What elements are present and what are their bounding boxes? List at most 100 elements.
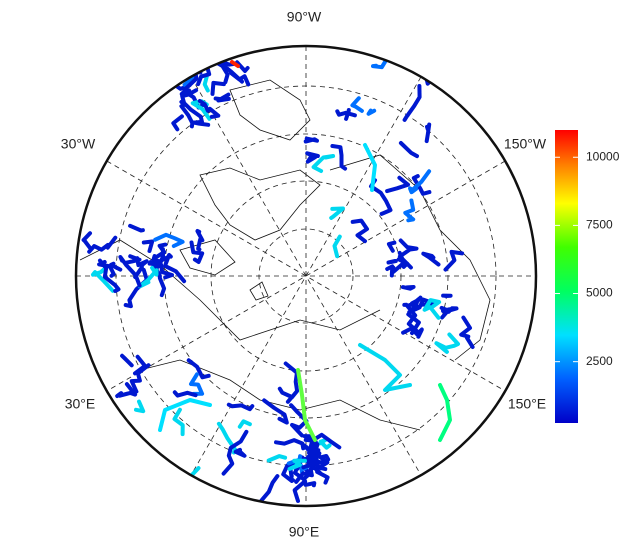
river (305, 151, 320, 164)
river (262, 398, 289, 425)
river (118, 255, 142, 288)
map-border (74, 44, 538, 508)
river (172, 390, 198, 398)
rivers (81, 54, 475, 506)
river (344, 108, 351, 121)
river (172, 407, 185, 437)
river (411, 174, 432, 196)
river (163, 253, 187, 284)
river (171, 114, 184, 132)
river (202, 74, 210, 93)
river (195, 229, 205, 252)
river (189, 372, 205, 396)
river (289, 403, 309, 438)
river (213, 92, 231, 103)
river (335, 109, 357, 118)
river (120, 353, 134, 368)
meridian (106, 160, 506, 392)
river (154, 258, 167, 298)
river (385, 264, 395, 278)
river (424, 122, 432, 144)
river (186, 358, 211, 380)
river (421, 251, 441, 267)
river (371, 54, 391, 70)
river (386, 240, 397, 253)
river (169, 62, 184, 72)
river (133, 256, 149, 280)
longitude-label: 150°W (504, 136, 547, 152)
river (123, 254, 142, 265)
river (287, 458, 307, 471)
river (434, 332, 460, 354)
river (438, 383, 452, 442)
colorbar (555, 130, 578, 423)
river (147, 247, 165, 266)
river (98, 258, 121, 293)
river (233, 447, 247, 458)
river (408, 169, 432, 195)
river (274, 438, 306, 451)
river (266, 454, 288, 463)
river (332, 234, 342, 259)
river (441, 293, 453, 299)
river (153, 232, 185, 248)
river (158, 398, 212, 432)
river (189, 240, 205, 264)
river (311, 154, 336, 173)
river (350, 218, 369, 244)
river (386, 259, 398, 265)
colorbar-ticks: 2500 5000 7500 10000 (555, 149, 620, 368)
river (400, 285, 416, 291)
river (277, 386, 294, 404)
colorbar-tick-label: 10000 (586, 149, 620, 163)
river (230, 60, 240, 68)
river (87, 235, 118, 254)
river (128, 223, 145, 233)
colorbar-tick-label: 5000 (586, 286, 613, 300)
river (81, 231, 92, 250)
longitude-label: 30°W (61, 136, 96, 152)
river (302, 434, 317, 446)
river (141, 239, 155, 253)
longitude-label: 90°E (289, 524, 320, 540)
river (397, 238, 419, 270)
river (226, 402, 255, 412)
river (330, 144, 348, 171)
river (401, 326, 424, 339)
river (402, 84, 422, 122)
river (363, 143, 377, 192)
river (439, 305, 459, 314)
river (179, 88, 199, 107)
river (115, 382, 138, 398)
river (159, 262, 174, 280)
river (465, 335, 475, 349)
river (296, 368, 317, 442)
river (292, 460, 317, 488)
river (459, 315, 472, 339)
river (317, 438, 332, 450)
river (133, 354, 147, 376)
river (422, 71, 435, 78)
river (176, 62, 194, 77)
river (366, 108, 377, 116)
river (197, 99, 221, 119)
river (237, 419, 252, 429)
river (406, 301, 421, 336)
river (307, 454, 331, 468)
river (350, 96, 364, 113)
river (221, 429, 249, 476)
river (283, 361, 300, 400)
longitude-label: 90°W (287, 9, 322, 25)
river (180, 99, 204, 129)
river (134, 399, 146, 414)
river (308, 438, 320, 451)
longitude-label: 150°E (508, 396, 546, 412)
river (329, 206, 345, 220)
colorbar-tick-label: 7500 (586, 218, 613, 232)
river (443, 249, 465, 272)
longitude-label: 30°E (65, 396, 96, 412)
river (304, 445, 318, 466)
river (403, 198, 416, 223)
river (90, 264, 115, 293)
